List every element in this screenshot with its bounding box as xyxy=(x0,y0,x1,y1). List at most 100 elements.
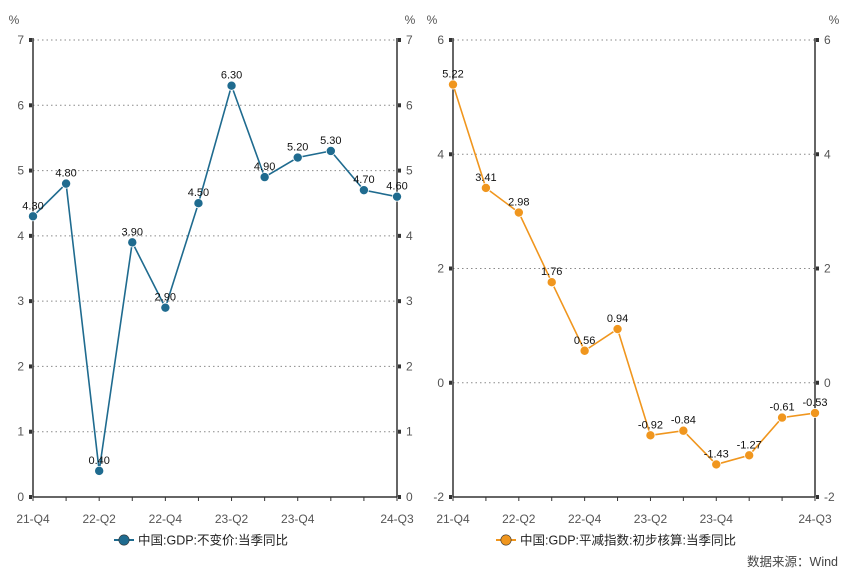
data-point xyxy=(259,172,270,183)
x-tick-label: 23-Q4 xyxy=(281,512,315,526)
y-tick-mark-right xyxy=(398,38,401,42)
y-tick-label-left: 2 xyxy=(17,359,24,373)
data-point xyxy=(810,408,821,419)
y-tick-mark-right xyxy=(398,299,401,304)
gdp-deflator-chart: -2 -2 0 0 2 2 4 4 6 6% % 21-Q4 22-Q2 22-Q4 23-Q2 23-Q4 2… xyxy=(427,13,840,548)
y-tick-mark-left xyxy=(29,233,32,238)
y-tick-label-left: 5 xyxy=(17,164,24,178)
y-tick-label-left: 2 xyxy=(437,262,444,276)
data-point xyxy=(127,237,138,248)
data-label: 6.30 xyxy=(221,70,242,82)
y-tick-label-left: 4 xyxy=(437,147,444,161)
data-label: 5.22 xyxy=(442,69,463,81)
data-label: 2.90 xyxy=(155,292,176,304)
data-point xyxy=(94,465,105,476)
data-point xyxy=(777,412,788,423)
legend-label: 中国:GDP:平减指数:初步核算:当季同比 xyxy=(520,533,736,548)
data-label: -0.61 xyxy=(770,402,795,414)
y-tick-mark-right xyxy=(816,266,819,271)
data-point xyxy=(711,459,722,470)
x-tick-label: 24-Q3 xyxy=(798,512,832,526)
y-tick-label-left: 6 xyxy=(17,98,24,112)
y-tick-mark-left xyxy=(29,168,32,173)
y-unit-label-right: % xyxy=(829,13,840,27)
y-tick-mark-right xyxy=(398,364,401,369)
y-tick-label-right: 0 xyxy=(406,490,413,504)
x-tick-label: 23-Q2 xyxy=(634,512,668,526)
x-tick-label: 22-Q2 xyxy=(83,512,117,526)
x-tick-label: 23-Q4 xyxy=(700,512,734,526)
gdp-real-growth-chart: 0 0 1 1 2 2 3 3 4 4 5 5 6 6 7 7% % 21-Q4 22-Q2 22-Q4 23-Q2 23… xyxy=(9,13,416,548)
y-tick-label-left: -2 xyxy=(433,490,444,504)
y-tick-mark-right xyxy=(816,495,819,499)
y-tick-mark-left xyxy=(29,299,32,304)
data-point xyxy=(27,211,38,222)
data-label: 0.40 xyxy=(88,455,109,467)
y-tick-mark-right xyxy=(398,168,401,173)
data-point xyxy=(358,185,369,196)
y-tick-mark-right xyxy=(398,495,401,499)
y-tick-mark-right xyxy=(816,38,819,42)
data-label: 5.20 xyxy=(287,142,308,154)
data-point xyxy=(61,178,72,189)
y-tick-label-right: 4 xyxy=(406,229,413,243)
x-tick-label: 22-Q4 xyxy=(568,512,602,526)
y-tick-mark-left xyxy=(449,380,452,385)
y-tick-label-left: 0 xyxy=(17,490,24,504)
y-tick-mark-left xyxy=(449,152,452,157)
data-label: -0.53 xyxy=(802,397,827,409)
data-label: 4.60 xyxy=(386,181,407,193)
data-point xyxy=(447,79,458,90)
data-label: 4.30 xyxy=(22,200,43,212)
data-label: 0.56 xyxy=(574,335,595,347)
data-point xyxy=(480,182,491,193)
data-point xyxy=(391,191,402,202)
x-tick-label: 21-Q4 xyxy=(436,512,470,526)
y-tick-mark-left xyxy=(449,38,452,42)
series-line xyxy=(452,84,816,466)
y-tick-label-left: 3 xyxy=(17,294,24,308)
data-label: 4.50 xyxy=(188,187,209,199)
y-tick-label-right: 6 xyxy=(406,98,413,112)
y-tick-mark-right xyxy=(398,429,401,434)
data-label: 2.98 xyxy=(508,197,529,209)
y-tick-mark-left xyxy=(29,364,32,369)
y-tick-label-right: 2 xyxy=(824,262,831,276)
x-tick-label: 21-Q4 xyxy=(16,512,50,526)
series-line xyxy=(32,83,398,472)
y-tick-mark-left xyxy=(29,495,32,499)
data-point xyxy=(226,80,237,91)
data-point xyxy=(678,425,689,436)
y-tick-mark-left xyxy=(29,429,32,434)
data-label: 4.70 xyxy=(353,174,374,186)
data-point xyxy=(513,207,524,218)
y-tick-mark-right xyxy=(816,380,819,385)
data-point xyxy=(160,302,171,313)
legend-marker xyxy=(118,534,130,546)
data-point xyxy=(645,430,656,441)
y-tick-label-right: 2 xyxy=(406,359,413,373)
y-unit-label-left: % xyxy=(9,13,20,27)
y-tick-label-right: -2 xyxy=(824,490,835,504)
x-tick-label: 24-Q3 xyxy=(380,512,414,526)
data-label: 0.94 xyxy=(607,313,628,325)
data-point xyxy=(612,324,623,335)
data-label: -1.43 xyxy=(704,448,729,460)
x-tick-label: 23-Q2 xyxy=(215,512,249,526)
data-label: -1.27 xyxy=(737,439,762,451)
y-tick-label-left: 6 xyxy=(437,33,444,47)
y-tick-mark-right xyxy=(398,233,401,238)
data-label: -0.84 xyxy=(671,415,696,427)
y-tick-label-right: 5 xyxy=(406,164,413,178)
y-tick-mark-left xyxy=(449,495,452,499)
data-label: 3.90 xyxy=(122,226,143,238)
data-label: 4.80 xyxy=(55,168,76,180)
y-tick-label-left: 4 xyxy=(17,229,24,243)
data-label: 5.30 xyxy=(320,135,341,147)
y-tick-label-right: 0 xyxy=(824,376,831,390)
y-tick-label-left: 7 xyxy=(17,33,24,47)
data-point xyxy=(292,152,303,163)
data-point xyxy=(579,345,590,356)
y-unit-label-right: % xyxy=(405,13,416,27)
